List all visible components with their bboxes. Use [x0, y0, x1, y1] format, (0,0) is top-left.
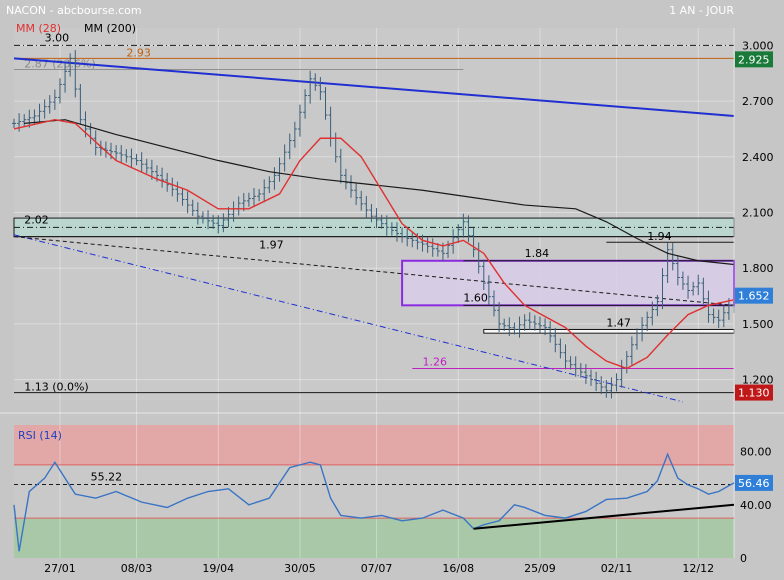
x-tick-label: 12/12	[682, 562, 714, 575]
level-label: 2.02	[24, 213, 49, 226]
rsi-overbought-zone	[14, 425, 734, 465]
trendline	[13, 236, 735, 306]
level-label: 1.97	[259, 239, 284, 252]
rsi-value-tag	[735, 474, 773, 491]
level-label: 3.00	[45, 31, 70, 44]
level-label: 1.47	[606, 316, 631, 329]
y-tick-label: 1.200	[742, 374, 774, 387]
x-tick-label: 19/04	[202, 562, 234, 575]
x-tick-label: 07/07	[361, 562, 393, 575]
legend-mm200: MM (200)	[84, 22, 137, 35]
y-tick-label: 1.800	[742, 262, 774, 275]
rsi-level-label: 55.22	[91, 471, 123, 484]
price-tag-label: 1.652	[738, 290, 770, 303]
price-tag	[735, 51, 773, 68]
mm200-line	[24, 119, 735, 266]
mm28-line	[13, 118, 735, 370]
rsi-title: RSI (14)	[18, 429, 62, 442]
rsi-line	[13, 452, 735, 552]
x-tick-label: 27/01	[44, 562, 76, 575]
level-label: 1.60	[463, 291, 488, 304]
level-label: 1.26	[423, 355, 448, 368]
rsi-value-tag-label: 56.46	[738, 477, 770, 490]
x-tick-label: 02/11	[601, 562, 633, 575]
level-label: 2.93	[126, 46, 151, 59]
x-tick-label: 30/05	[284, 562, 316, 575]
level-label: 1.94	[647, 230, 672, 243]
y-tick-label: 2.700	[742, 95, 774, 108]
x-tick-label: 08/03	[121, 562, 153, 575]
rsi-y-tick-label: 80.00	[740, 446, 772, 459]
y-tick-label: 2.400	[742, 151, 774, 164]
price-tag-label: 1.130	[738, 387, 770, 400]
x-tick-label: 16/08	[442, 562, 474, 575]
rsi-y-tick-label: 0	[740, 552, 747, 565]
price-tag	[735, 384, 773, 401]
price-panel-bg	[14, 28, 734, 400]
y-tick-label: 2.100	[742, 207, 774, 220]
source-label: NACON - abcbourse.com	[6, 4, 142, 17]
price-tag	[735, 287, 773, 304]
price-tag-label: 2.925	[738, 53, 770, 66]
x-tick-label: 25/09	[524, 562, 556, 575]
level-label: 1.84	[525, 247, 550, 260]
legend-mm28: MM (28)	[16, 22, 62, 35]
y-tick-label: 1.500	[742, 318, 774, 331]
rsi-trendline	[473, 503, 735, 530]
level-label: 1.13 (0.0%)	[24, 381, 89, 394]
trendline	[13, 234, 684, 403]
trendline	[13, 57, 735, 117]
rsi-y-tick-label: 40.00	[740, 499, 772, 512]
y-tick-label: 3.000	[742, 39, 774, 52]
price-zone	[483, 328, 735, 334]
price-zone	[401, 259, 735, 307]
timeframe-label: 1 AN - JOUR	[669, 4, 734, 17]
rsi-oversold-zone	[14, 518, 734, 558]
